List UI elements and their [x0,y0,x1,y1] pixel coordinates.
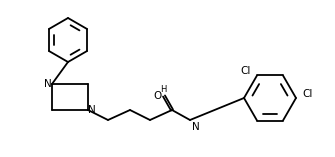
Text: Cl: Cl [241,66,251,76]
Text: Cl: Cl [302,89,312,99]
Text: N: N [88,105,96,115]
Text: O: O [154,91,162,101]
Text: N: N [44,79,52,89]
Text: N: N [192,122,200,132]
Text: H: H [160,85,166,94]
